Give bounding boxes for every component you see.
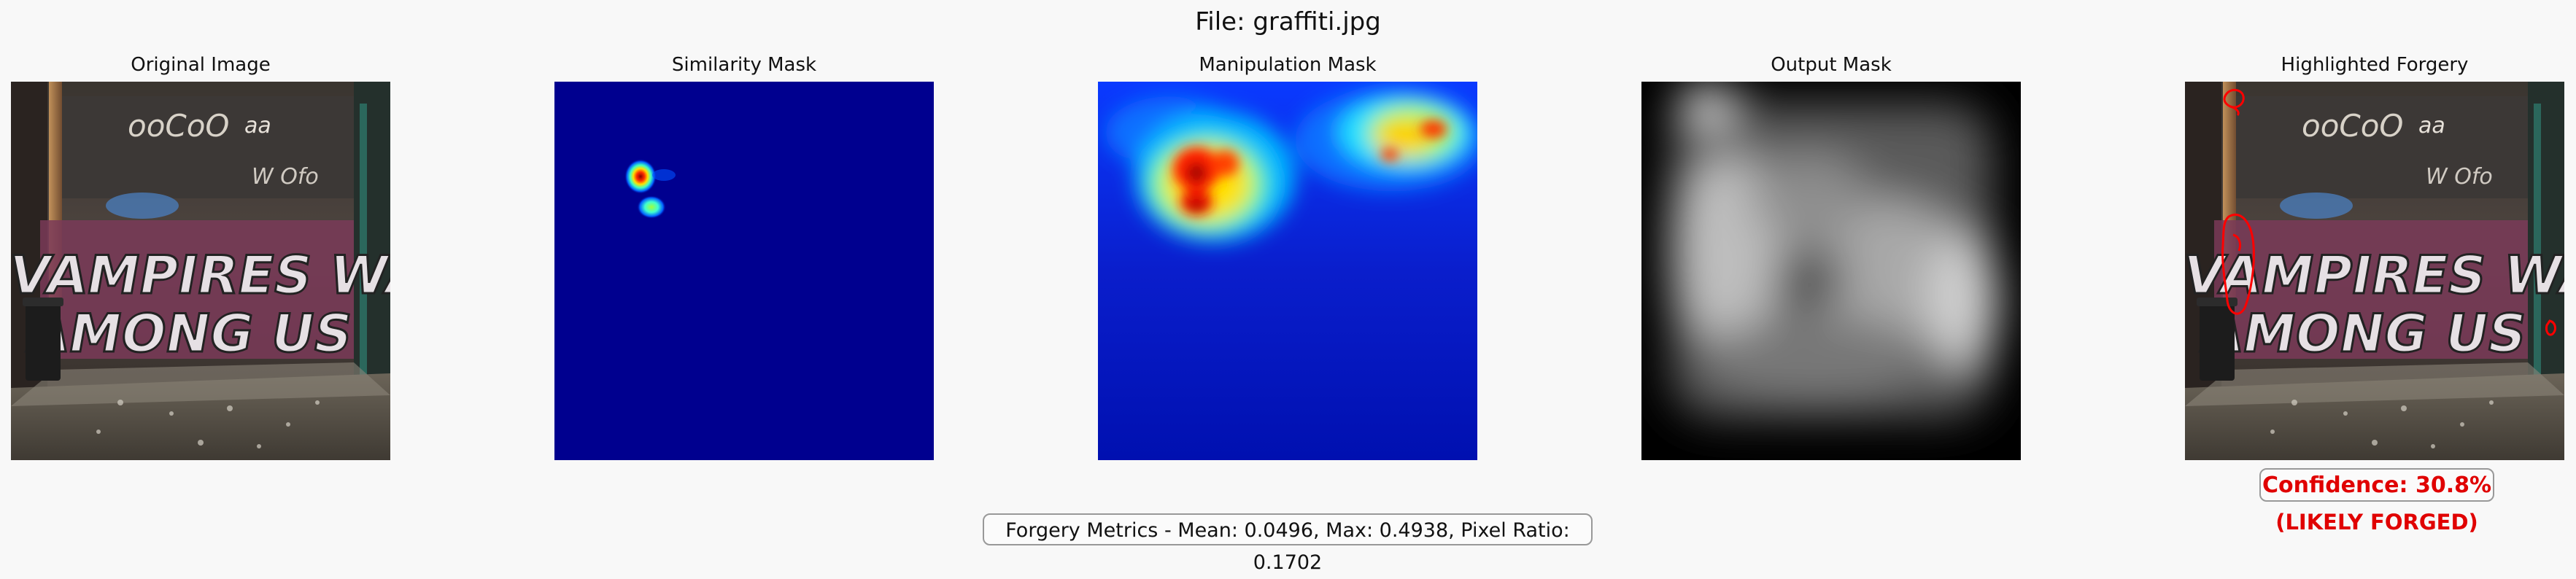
panel-title-similarity: Similarity Mask xyxy=(671,54,817,76)
output-mask xyxy=(1641,82,2021,460)
graffiti-text-line2: AMONG US xyxy=(2197,304,2531,365)
forgery-metrics: Forgery Metrics - Mean: 0.0496, Max: 0.4… xyxy=(983,513,1593,574)
manipulation-mask xyxy=(1098,82,1477,460)
tag-graffiti: ooCoO xyxy=(2302,108,2403,144)
panel-title-output: Output Mask xyxy=(1771,54,1892,76)
trash-can xyxy=(2200,300,2235,381)
graffiti-text-line1: VAMPIRES WALK xyxy=(11,246,390,306)
confidence-badge: Confidence: 30.8% xyxy=(2259,468,2494,502)
graffiti-text-line1: VAMPIRES WALK xyxy=(2185,246,2564,306)
figure-title: File: graffiti.jpg xyxy=(1195,7,1381,36)
tag-graffiti: aa xyxy=(2418,113,2445,139)
panel-title-manipulation: Manipulation Mask xyxy=(1199,54,1377,76)
forgery-contour xyxy=(2221,89,2556,336)
original-image: ooCoO aa W Ofo VAMPIRES WALK AMONG US xyxy=(11,82,390,460)
trash-can xyxy=(26,300,61,381)
tag-graffiti: aa xyxy=(244,113,271,139)
similarity-hotspot xyxy=(637,195,666,219)
panel-title-highlighted: Highlighted Forgery xyxy=(2281,54,2469,76)
tag-graffiti: ooCoO xyxy=(128,108,229,144)
tag-graffiti: W Ofo xyxy=(2426,164,2493,190)
tag-graffiti: W Ofo xyxy=(252,164,319,190)
verdict-label: (LIKELY FORGED) xyxy=(2275,510,2478,535)
similarity-mask xyxy=(554,82,934,460)
similarity-hotspot xyxy=(624,159,657,194)
highlighted-forgery-image: ooCoO aa W Ofo VAMPIRES WALK AMONG US xyxy=(2185,82,2564,460)
graffiti-text-line2: AMONG US xyxy=(23,304,357,365)
panel-title-original: Original Image xyxy=(131,54,271,76)
